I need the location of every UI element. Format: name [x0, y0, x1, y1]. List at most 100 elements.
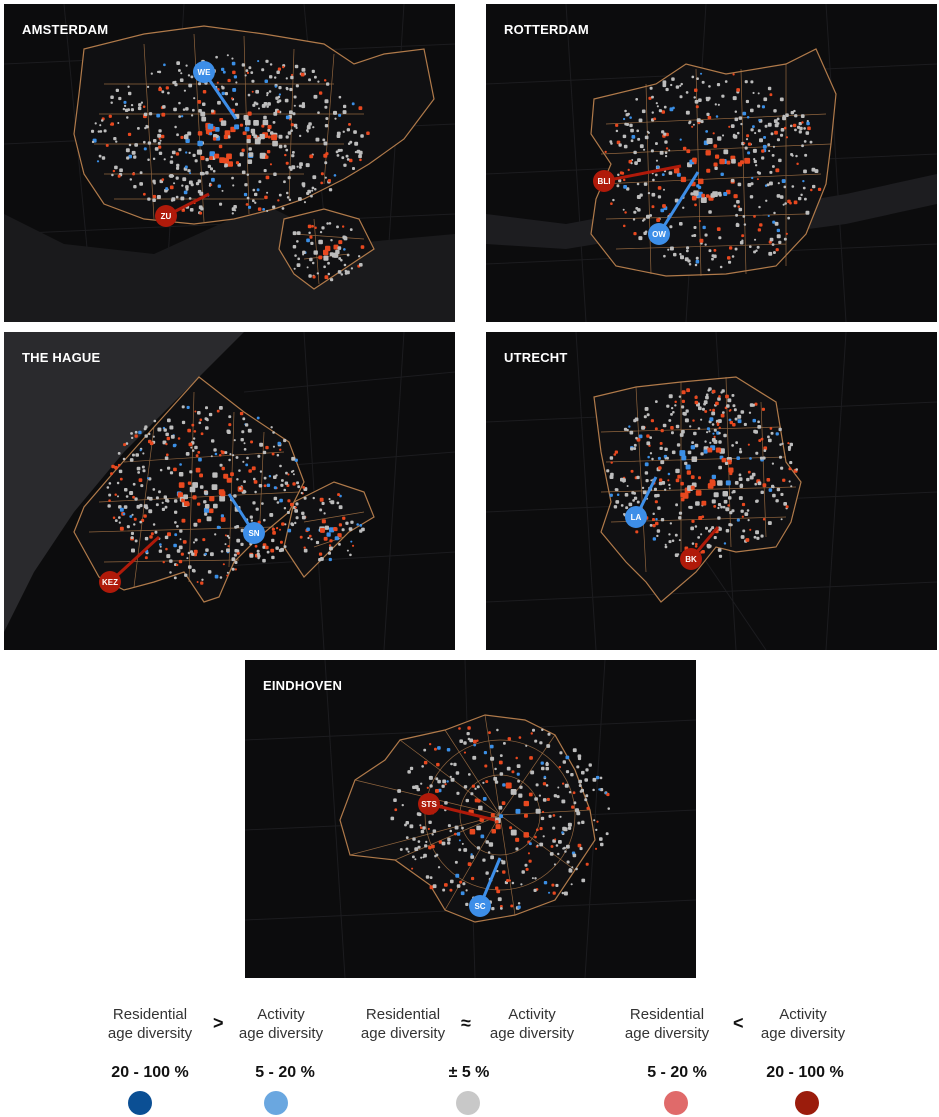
- area-dot: [181, 420, 186, 425]
- area-dot: [679, 450, 686, 456]
- pin-the-hague-kez[interactable]: KEZ: [99, 535, 161, 593]
- pin-rotterdam-bli[interactable]: BLI: [593, 164, 682, 192]
- area-dot: [749, 475, 754, 480]
- area-dot: [194, 445, 198, 450]
- area-dot: [174, 521, 177, 524]
- area-dot: [180, 196, 185, 201]
- area-dot: [454, 860, 458, 864]
- pin-eindhoven-sc[interactable]: SC: [469, 857, 502, 917]
- area-dot: [442, 888, 446, 892]
- area-dot: [337, 148, 341, 152]
- area-dot: [745, 138, 749, 141]
- area-dot: [610, 202, 613, 205]
- area-dot: [713, 435, 716, 438]
- area-dot: [279, 528, 281, 531]
- area-dot: [785, 113, 789, 117]
- area-dot: [261, 68, 265, 72]
- area-dot: [254, 192, 258, 197]
- area-dot: [794, 128, 797, 132]
- area-dot: [454, 832, 457, 836]
- pin-rotterdam-ow[interactable]: OW: [648, 171, 700, 245]
- area-dot: [530, 770, 535, 775]
- area-dot: [623, 427, 628, 431]
- area-dot: [557, 852, 560, 856]
- area-dot: [217, 184, 221, 188]
- area-dot: [678, 516, 682, 520]
- area-dot: [599, 837, 603, 841]
- area-dot: [432, 829, 437, 833]
- area-dot: [446, 748, 451, 752]
- area-dot: [665, 147, 669, 150]
- area-dot: [708, 544, 712, 548]
- area-dot: [238, 469, 241, 472]
- area-dot: [621, 171, 625, 175]
- area-dot: [166, 499, 170, 503]
- pin-amsterdam-zu[interactable]: ZU: [155, 192, 210, 227]
- pin-utrecht-la[interactable]: LA: [625, 476, 658, 528]
- area-dot: [314, 226, 317, 229]
- area-dot: [220, 514, 224, 518]
- area-dot: [319, 508, 323, 512]
- area-dot: [359, 529, 363, 533]
- pin-eindhoven-sts[interactable]: STS: [418, 793, 496, 822]
- area-dot: [700, 533, 703, 536]
- area-dot: [212, 137, 217, 141]
- area-dot: [337, 493, 340, 496]
- area-dot: [278, 86, 282, 90]
- area-dot: [715, 115, 719, 118]
- area-dot: [669, 225, 673, 229]
- area-dot: [290, 129, 293, 132]
- area-dot: [159, 543, 162, 546]
- area-dot: [636, 195, 641, 199]
- area-dot: [155, 496, 159, 500]
- area-dot: [266, 209, 269, 212]
- area-dot: [208, 412, 213, 417]
- pin-amsterdam-we[interactable]: WE: [193, 61, 238, 120]
- area-dot: [149, 535, 153, 539]
- area-dot: [577, 843, 582, 848]
- legend-line: age diversity: [760, 1025, 846, 1042]
- area-dot: [664, 457, 667, 460]
- pin-utrecht-bk[interactable]: BK: [680, 526, 720, 570]
- area-dot: [209, 156, 213, 160]
- area-dot: [697, 185, 702, 189]
- area-dot: [800, 114, 805, 118]
- area-dot: [129, 458, 134, 462]
- area-dot: [795, 468, 798, 471]
- area-dot: [700, 418, 703, 421]
- area-dot: [169, 185, 174, 190]
- area-dot: [321, 501, 325, 505]
- area-dot: [198, 82, 201, 86]
- area-dot: [695, 256, 699, 260]
- area-dot: [670, 413, 673, 416]
- area-dot: [730, 124, 735, 128]
- area-dot: [644, 471, 649, 475]
- area-dot: [697, 536, 700, 539]
- area-dot: [630, 139, 634, 143]
- area-dot: [306, 266, 309, 269]
- area-dot: [652, 518, 655, 521]
- pin-the-hague-sn[interactable]: SN: [227, 493, 265, 544]
- area-dot: [533, 888, 537, 892]
- area-dot: [178, 101, 181, 105]
- area-dot: [731, 158, 736, 164]
- area-dot: [262, 450, 267, 455]
- area-dot: [278, 548, 283, 553]
- area-dot: [728, 418, 732, 422]
- area-dot: [653, 487, 657, 491]
- area-dot: [530, 732, 533, 735]
- area-dot: [343, 104, 347, 109]
- area-dot: [346, 253, 350, 257]
- area-dot: [675, 468, 680, 474]
- area-dot: [478, 805, 483, 811]
- area-dot: [806, 120, 809, 123]
- area-dot: [681, 390, 686, 395]
- area-dot: [133, 523, 136, 526]
- area-dot: [188, 151, 191, 154]
- area-dot: [491, 829, 496, 834]
- area-dot: [239, 487, 242, 490]
- area-dot: [596, 820, 599, 823]
- area-dot: [345, 521, 349, 525]
- area-dot: [269, 63, 273, 66]
- area-dot: [193, 437, 196, 440]
